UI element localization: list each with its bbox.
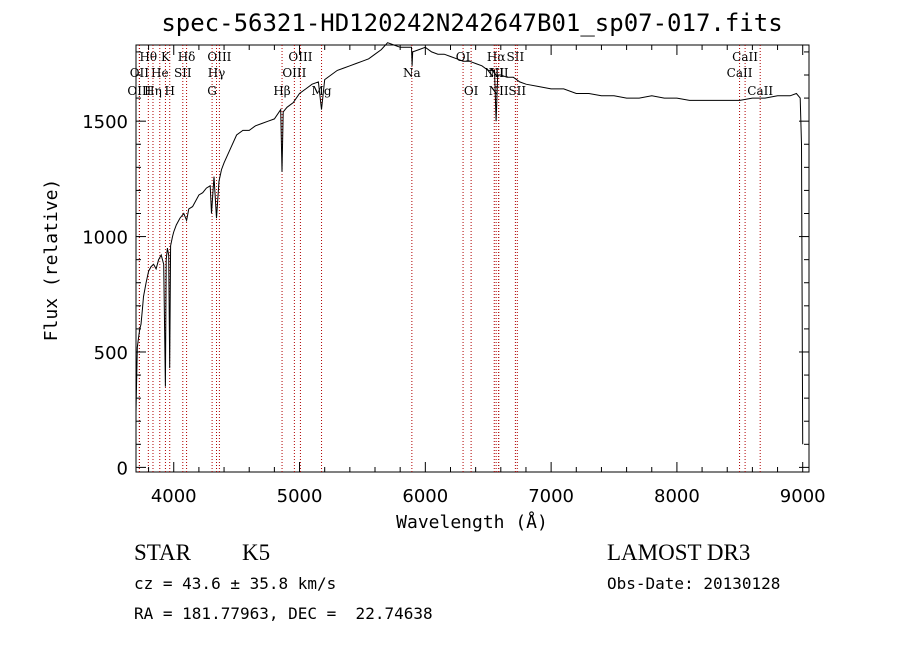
x-tick-label: 9000 (780, 486, 826, 507)
chart-title: spec-56321-HD120242N242647B01_sp07-017.f… (161, 9, 782, 37)
line-label: Hθ (139, 50, 157, 64)
line-label: OIII (127, 84, 151, 98)
line-label: OIII (288, 50, 312, 64)
line-label: SII (507, 50, 525, 64)
line-label: G (207, 84, 217, 98)
line-label: He (151, 66, 169, 80)
observation-date: Obs-Date: 20130128 (607, 574, 781, 593)
line-label: Na (403, 66, 421, 80)
axis-ticks: 4000 5000 6000 7000 8000 9000 0 500 1000 1500 (82, 45, 826, 507)
line-label: SII (174, 66, 192, 80)
line-label: OI (456, 50, 471, 64)
x-axis-label: Wavelength (Å) (396, 511, 548, 533)
line-label: Hη (144, 84, 162, 98)
x-tick-label: 4000 (151, 486, 197, 507)
survey-name: LAMOST DR3 (607, 540, 751, 565)
redshift-velocity: cz = 43.6 ± 35.8 km/s (134, 574, 337, 593)
object-subclass: K5 (242, 540, 271, 565)
line-label: Hβ (273, 84, 290, 98)
line-label: OI (464, 84, 479, 98)
line-label: NII (489, 84, 509, 98)
sky-coordinates: RA = 181.77963, DEC = 22.74638 (134, 604, 433, 623)
line-label: H (164, 84, 174, 98)
line-label: OIII (282, 66, 306, 80)
y-tick-label: 1000 (82, 228, 128, 249)
line-label: OIII (207, 50, 231, 64)
line-label: K (161, 50, 171, 64)
line-label: Mg (312, 84, 332, 98)
line-label: SII (508, 84, 526, 98)
plot-frame (135, 44, 810, 473)
spectrum-line (135, 42, 804, 445)
x-tick-label: 7000 (528, 486, 574, 507)
x-tick-label: 8000 (654, 486, 700, 507)
line-label: CaII (727, 66, 753, 80)
y-tick-label: 500 (94, 343, 128, 364)
x-tick-label: 5000 (277, 486, 323, 507)
y-tick-label: 1500 (82, 112, 128, 133)
object-class: STAR (134, 540, 191, 565)
line-label: Hα (487, 50, 506, 64)
line-label: Hδ (178, 50, 196, 64)
line-label: Hγ (208, 66, 226, 80)
y-tick-label: 0 (117, 458, 128, 479)
x-tick-label: 6000 (402, 486, 448, 507)
y-axis-label: Flux (relative) (41, 179, 62, 342)
line-label: CaII (732, 50, 758, 64)
line-label: CaII (747, 84, 773, 98)
